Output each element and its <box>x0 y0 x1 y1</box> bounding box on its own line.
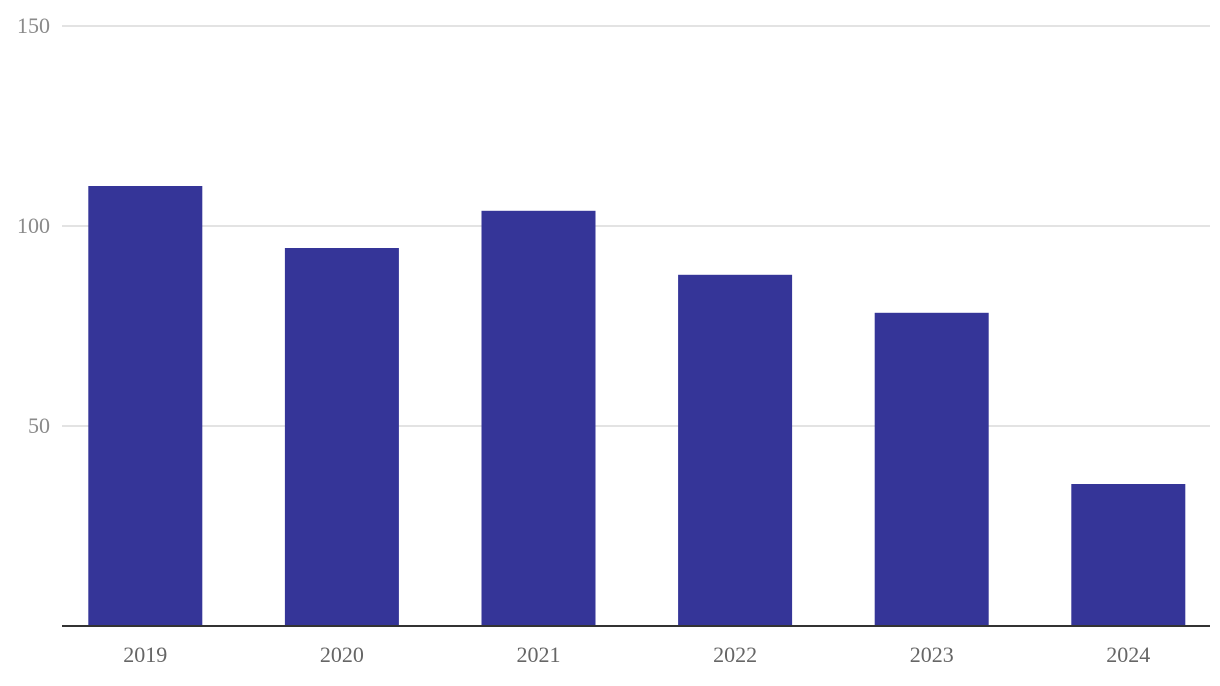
y-tick-label: 100 <box>17 213 50 238</box>
bar <box>88 186 203 626</box>
x-tick-label: 2023 <box>910 642 954 667</box>
x-tick-label: 2022 <box>713 642 757 667</box>
y-tick-label: 50 <box>28 413 50 438</box>
x-tick-label: 2019 <box>123 642 167 667</box>
x-tick-label: 2020 <box>320 642 364 667</box>
bar <box>678 274 793 626</box>
x-tick-label: 2021 <box>517 642 561 667</box>
bar <box>874 312 989 626</box>
bar <box>1071 484 1186 626</box>
bar <box>284 248 399 626</box>
x-tick-label: 2024 <box>1106 642 1150 667</box>
y-tick-label: 150 <box>17 13 50 38</box>
bar <box>481 210 596 627</box>
